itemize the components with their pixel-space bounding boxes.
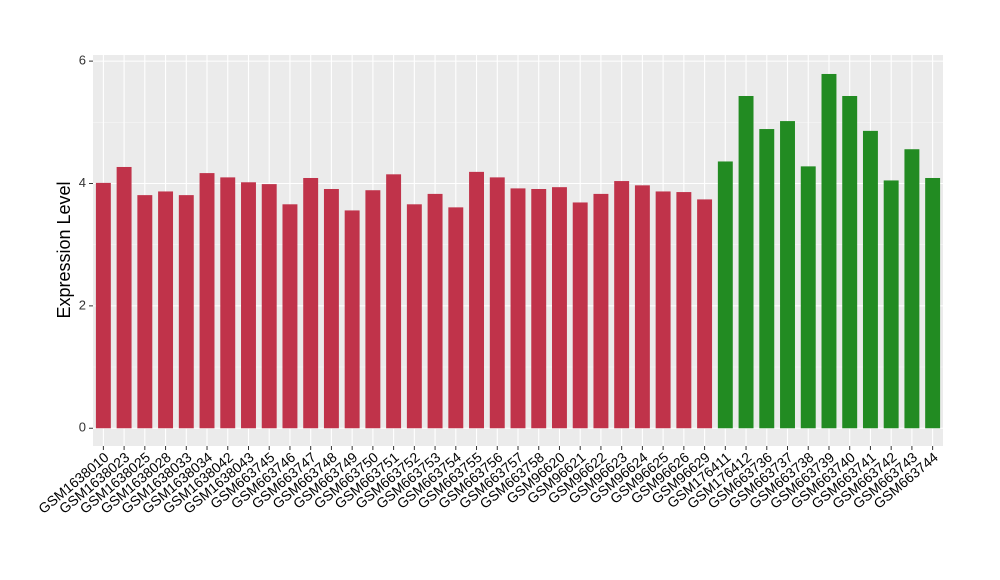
bar bbox=[572, 202, 588, 429]
y-tick-label: 4 bbox=[79, 175, 86, 190]
bar bbox=[344, 210, 360, 429]
bar bbox=[655, 191, 671, 429]
bar bbox=[178, 195, 194, 429]
bar bbox=[593, 193, 609, 429]
bar bbox=[303, 177, 319, 429]
bar bbox=[489, 177, 505, 429]
bar bbox=[614, 181, 630, 429]
bar bbox=[759, 129, 775, 429]
bar bbox=[365, 190, 381, 429]
bar bbox=[158, 191, 174, 429]
bar bbox=[241, 182, 256, 429]
bar bbox=[531, 189, 547, 429]
bar bbox=[800, 166, 816, 429]
bar bbox=[904, 149, 920, 429]
y-tick-label: 2 bbox=[79, 297, 86, 312]
bar bbox=[469, 171, 484, 429]
bar bbox=[676, 192, 692, 429]
bar bbox=[261, 184, 277, 429]
y-tick-label: 6 bbox=[79, 53, 86, 68]
bar bbox=[282, 204, 298, 429]
bar bbox=[883, 180, 899, 429]
bar bbox=[821, 73, 837, 429]
bar bbox=[199, 173, 215, 429]
bar bbox=[386, 174, 402, 429]
bar bbox=[842, 95, 858, 429]
bar bbox=[323, 189, 339, 429]
bar bbox=[510, 188, 526, 429]
bar bbox=[137, 195, 153, 429]
bar bbox=[448, 207, 464, 429]
bar bbox=[717, 161, 733, 429]
bar bbox=[116, 166, 132, 429]
bar bbox=[738, 95, 754, 429]
y-tick-label: 0 bbox=[79, 420, 86, 435]
bar bbox=[220, 177, 236, 429]
bar bbox=[697, 199, 713, 429]
bar bbox=[427, 193, 443, 429]
bar bbox=[406, 204, 422, 429]
bar bbox=[95, 182, 111, 429]
bar bbox=[780, 121, 795, 429]
bar bbox=[634, 185, 650, 429]
bar bbox=[552, 187, 567, 429]
y-axis-title: Expression Level bbox=[54, 181, 74, 318]
bar bbox=[862, 130, 878, 429]
bar bbox=[925, 177, 941, 429]
